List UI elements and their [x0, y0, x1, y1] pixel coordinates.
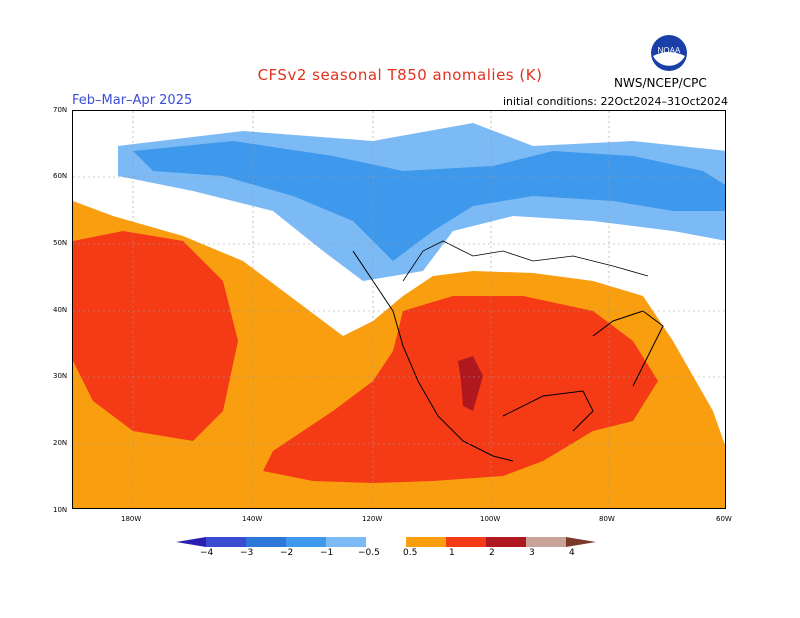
anomaly-map — [72, 110, 726, 509]
colorbar-label: 3 — [529, 548, 535, 558]
lon-label-180w: 180W — [121, 515, 142, 523]
lat-label-20n: 20N — [53, 439, 68, 447]
lon-label-140w: 140W — [242, 515, 263, 523]
colorbar-label: 2 — [489, 548, 495, 558]
lat-label-10n: 10N — [53, 506, 68, 514]
lat-label-70n: 70N — [53, 106, 68, 114]
noaa-logo: NOAA — [650, 34, 688, 72]
lon-label-60w: 60W — [716, 515, 732, 523]
colorbar-label: −4 — [200, 548, 214, 558]
colorbar — [176, 534, 626, 553]
colorbar-label: 4 — [569, 548, 575, 558]
lat-label-30n: 30N — [53, 372, 68, 380]
lat-label-60n: 60N — [53, 172, 68, 180]
colorbar-label: 0.5 — [403, 548, 418, 558]
lat-label-40n: 40N — [53, 306, 68, 314]
initial-conditions: initial conditions: 22Oct2024–31Oct2024 — [502, 95, 728, 108]
colorbar-label: −3 — [240, 548, 254, 558]
lon-label-80w: 80W — [599, 515, 615, 523]
forecast-period: Feb–Mar–Apr 2025 — [72, 93, 193, 108]
colorbar-label: 1 — [449, 548, 455, 558]
colorbar-label: −1 — [320, 548, 334, 558]
agency-label: NWS/NCEP/CPC — [614, 76, 707, 90]
lon-label-100w: 100W — [480, 515, 501, 523]
colorbar-label: −0.5 — [358, 548, 380, 558]
colorbar-label: −2 — [280, 548, 294, 558]
map-title: CFSv2 seasonal T850 anomalies (K) — [257, 66, 543, 84]
svg-text:NOAA: NOAA — [658, 46, 681, 55]
lon-label-120w: 120W — [362, 515, 383, 523]
lat-label-50n: 50N — [53, 239, 68, 247]
